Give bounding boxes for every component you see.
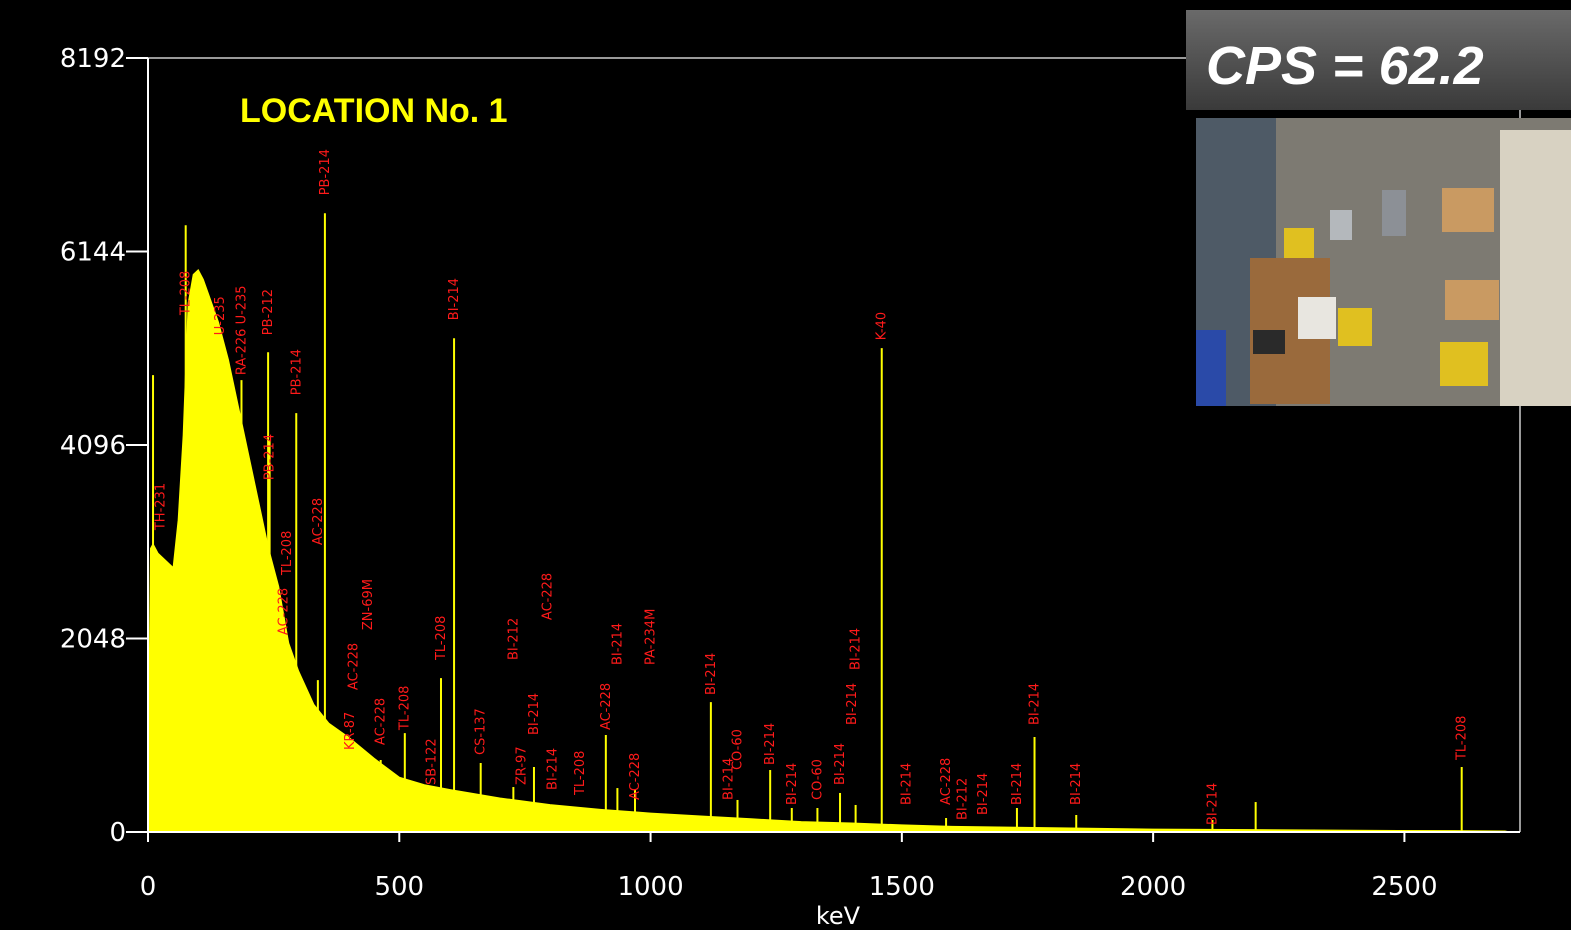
- peak-label: PA-234M: [644, 609, 659, 665]
- peak-label: PB-212: [261, 289, 276, 335]
- peak-label: TL-208: [573, 751, 588, 796]
- peak-label: CS-137: [474, 708, 489, 755]
- y-tick-label: 2048: [60, 625, 126, 655]
- x-tick-label: 2500: [1371, 872, 1437, 902]
- x-tick-label: 1500: [869, 872, 935, 902]
- peak-label: BI-214: [447, 278, 462, 320]
- x-axis-label: keV: [816, 902, 861, 930]
- y-tick-label: 0: [109, 818, 126, 848]
- peak-label: RA-226 U-235: [234, 285, 249, 375]
- chart: TH-231 TL-208 U-235 RA-226 U-235 PB-212 PB-21…: [0, 0, 1571, 930]
- peak-label: BI-212: [956, 778, 971, 820]
- peak-label: CO-60: [731, 729, 746, 770]
- peak-label: BI-214: [610, 623, 625, 665]
- peak-label: BI-214: [1010, 763, 1025, 805]
- peak-label: TL-208: [434, 616, 449, 661]
- peak-label: BI-214: [546, 748, 561, 790]
- peak-label: TL-208: [397, 686, 412, 731]
- peak-label: SB-122: [424, 738, 439, 785]
- peak-label: TH-231: [154, 483, 169, 531]
- peak-label: AC-228: [311, 498, 326, 545]
- peak-label: PB-214: [318, 149, 333, 195]
- peak-label: AC-228: [599, 683, 614, 730]
- peak-label: BI-214: [845, 683, 860, 725]
- room-photo: [1196, 118, 1571, 406]
- peak-label: BI-214: [976, 773, 991, 815]
- peak-label: AC-228: [939, 758, 954, 805]
- peak-label: ZR-97: [514, 746, 529, 785]
- peak-label: BI-214: [785, 763, 800, 805]
- y-tick-label: 8192: [60, 44, 126, 74]
- peak-label: ZN-69M: [361, 579, 376, 630]
- peak-label: KR-87: [343, 712, 358, 750]
- chart-title: LOCATION No. 1: [240, 92, 508, 130]
- peak-label: PB-214: [289, 349, 304, 395]
- peak-label: U-235: [213, 296, 228, 335]
- peak-label: TL-208: [280, 531, 295, 576]
- peak-label: TL-208: [1455, 716, 1470, 761]
- peak-label: K-40: [875, 312, 890, 340]
- peak-label: BI-214: [763, 723, 778, 765]
- peak-label: TL-208: [179, 271, 194, 316]
- peak-label: BI-214: [849, 628, 864, 670]
- peak-label: AC-228: [277, 588, 292, 635]
- x-tick-label: 500: [374, 872, 424, 902]
- peak-label: CO-60: [810, 759, 825, 800]
- peak-label: BI-214: [1028, 683, 1043, 725]
- x-tick-label: 0: [140, 872, 157, 902]
- peak-label: BI-214: [527, 693, 542, 735]
- y-tick-label: 6144: [60, 238, 126, 268]
- peak-label: AC-228: [628, 753, 643, 800]
- peak-label: BI-214: [899, 763, 914, 805]
- peak-label: AC-228: [374, 698, 389, 745]
- peak-label: BI-212: [506, 618, 521, 660]
- cps-label: CPS = 62.2: [1206, 36, 1484, 96]
- peak-label: BI-214: [833, 743, 848, 785]
- peak-label: AC-228: [541, 573, 556, 620]
- x-tick-label: 1000: [617, 872, 683, 902]
- y-tick-label: 4096: [60, 431, 126, 461]
- peak-label: BI-214: [704, 653, 719, 695]
- peak-label: BI-214: [1205, 783, 1220, 825]
- peak-label: AC-228: [347, 643, 362, 690]
- x-tick-label: 2000: [1120, 872, 1186, 902]
- peak-label: BI-214: [1069, 763, 1084, 805]
- peak-label: PB-214: [263, 434, 278, 480]
